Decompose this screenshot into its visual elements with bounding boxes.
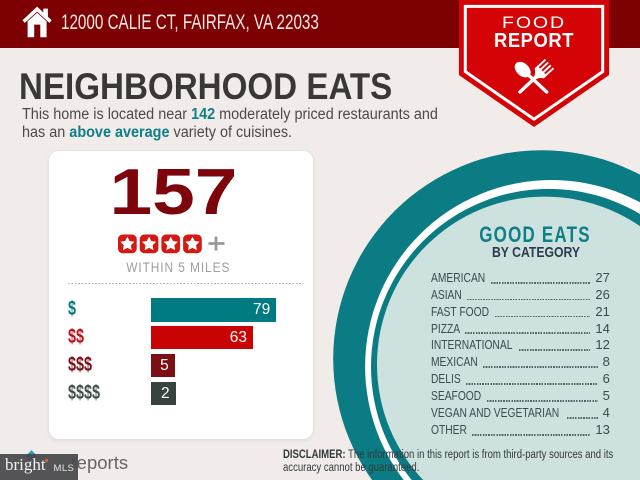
svg-text:REPORT: REPORT	[494, 30, 574, 52]
svg-text:FOOD: FOOD	[502, 14, 566, 32]
